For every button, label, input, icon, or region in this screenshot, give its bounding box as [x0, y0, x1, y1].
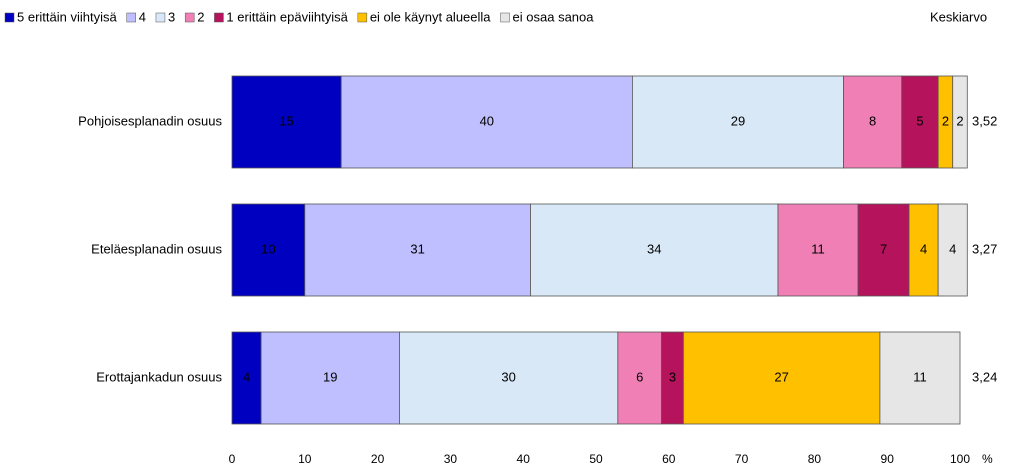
- legend-label: ei ole käynyt alueella: [370, 9, 491, 24]
- value-label: 2: [942, 113, 949, 128]
- average-label: 3,52: [972, 113, 997, 128]
- value-label: 6: [636, 369, 643, 384]
- legend-label: ei osaa sanoa: [513, 9, 595, 24]
- bar-segment: [340, 75, 633, 169]
- x-unit: %: [982, 452, 993, 466]
- legend-label: 4: [139, 9, 146, 24]
- value-label: 4: [949, 241, 956, 256]
- value-label: 30: [501, 369, 515, 384]
- legend-swatch: [214, 12, 224, 23]
- legend-swatch: [155, 12, 166, 23]
- bar-segment: [304, 203, 531, 297]
- value-label: 11: [811, 241, 825, 256]
- bar-segment: [231, 75, 342, 169]
- x-tick-label: 100: [950, 452, 970, 466]
- category-label: Erottajankadun osuus: [96, 369, 222, 384]
- category-label: Pohjoisesplanadin osuus: [78, 113, 222, 128]
- value-label: 11: [913, 369, 927, 384]
- bar-segment: [682, 331, 881, 425]
- legend-label: 1 erittäin epäviihtyisä: [226, 9, 348, 24]
- x-tick-label: 30: [444, 452, 458, 466]
- bar-segment: [530, 203, 779, 297]
- value-label: 31: [410, 241, 424, 256]
- value-label: 27: [774, 369, 788, 384]
- x-tick-label: 10: [298, 452, 312, 466]
- legend-label: 5 erittäin viihtyisä: [17, 9, 117, 24]
- bar-segment: [908, 203, 939, 297]
- bar-segment: [879, 331, 961, 425]
- legend-label: 3: [168, 9, 175, 24]
- bar-segment: [857, 203, 910, 297]
- value-label: 15: [279, 113, 293, 128]
- x-tick-label: 60: [662, 452, 676, 466]
- bar-segment: [231, 331, 262, 425]
- legend-label: 2: [197, 9, 204, 24]
- bar-segment: [843, 75, 903, 169]
- bar-segment: [231, 203, 306, 297]
- value-label: 8: [869, 113, 876, 128]
- bar-segment: [952, 75, 968, 169]
- average-label: 3,24: [972, 369, 997, 384]
- bar-segment: [777, 203, 859, 297]
- value-label: 19: [323, 369, 337, 384]
- average-label: 3,27: [972, 241, 997, 256]
- x-tick-label: 70: [735, 452, 749, 466]
- value-label: 4: [243, 369, 250, 384]
- category-label: Eteläesplanadin osuus: [91, 241, 222, 256]
- legend-swatch: [500, 12, 510, 23]
- legend-swatch: [357, 12, 368, 23]
- x-tick-label: 40: [517, 452, 531, 466]
- value-label: 10: [261, 241, 275, 256]
- legend-swatch: [126, 12, 136, 23]
- x-tick-label: 20: [371, 452, 385, 466]
- x-tick-label: 0: [229, 452, 236, 466]
- x-tick-label: 90: [881, 452, 895, 466]
- value-label: 2: [956, 113, 963, 128]
- value-label: 4: [920, 241, 927, 256]
- value-label: 3: [669, 369, 676, 384]
- value-label: 29: [731, 113, 745, 128]
- bar-segment: [632, 75, 844, 169]
- legend-swatch: [4, 12, 15, 23]
- value-label: 5: [916, 113, 923, 128]
- x-tick-label: 80: [808, 452, 822, 466]
- bar-segment: [260, 331, 400, 425]
- bar-segment: [937, 203, 968, 297]
- x-tick-label: 50: [589, 452, 603, 466]
- value-label: 40: [480, 113, 494, 128]
- value-label: 7: [880, 241, 887, 256]
- average-title: Keskiarvo: [930, 9, 987, 24]
- value-label: 34: [647, 241, 661, 256]
- legend-swatch: [184, 12, 195, 23]
- bar-segment: [901, 75, 939, 169]
